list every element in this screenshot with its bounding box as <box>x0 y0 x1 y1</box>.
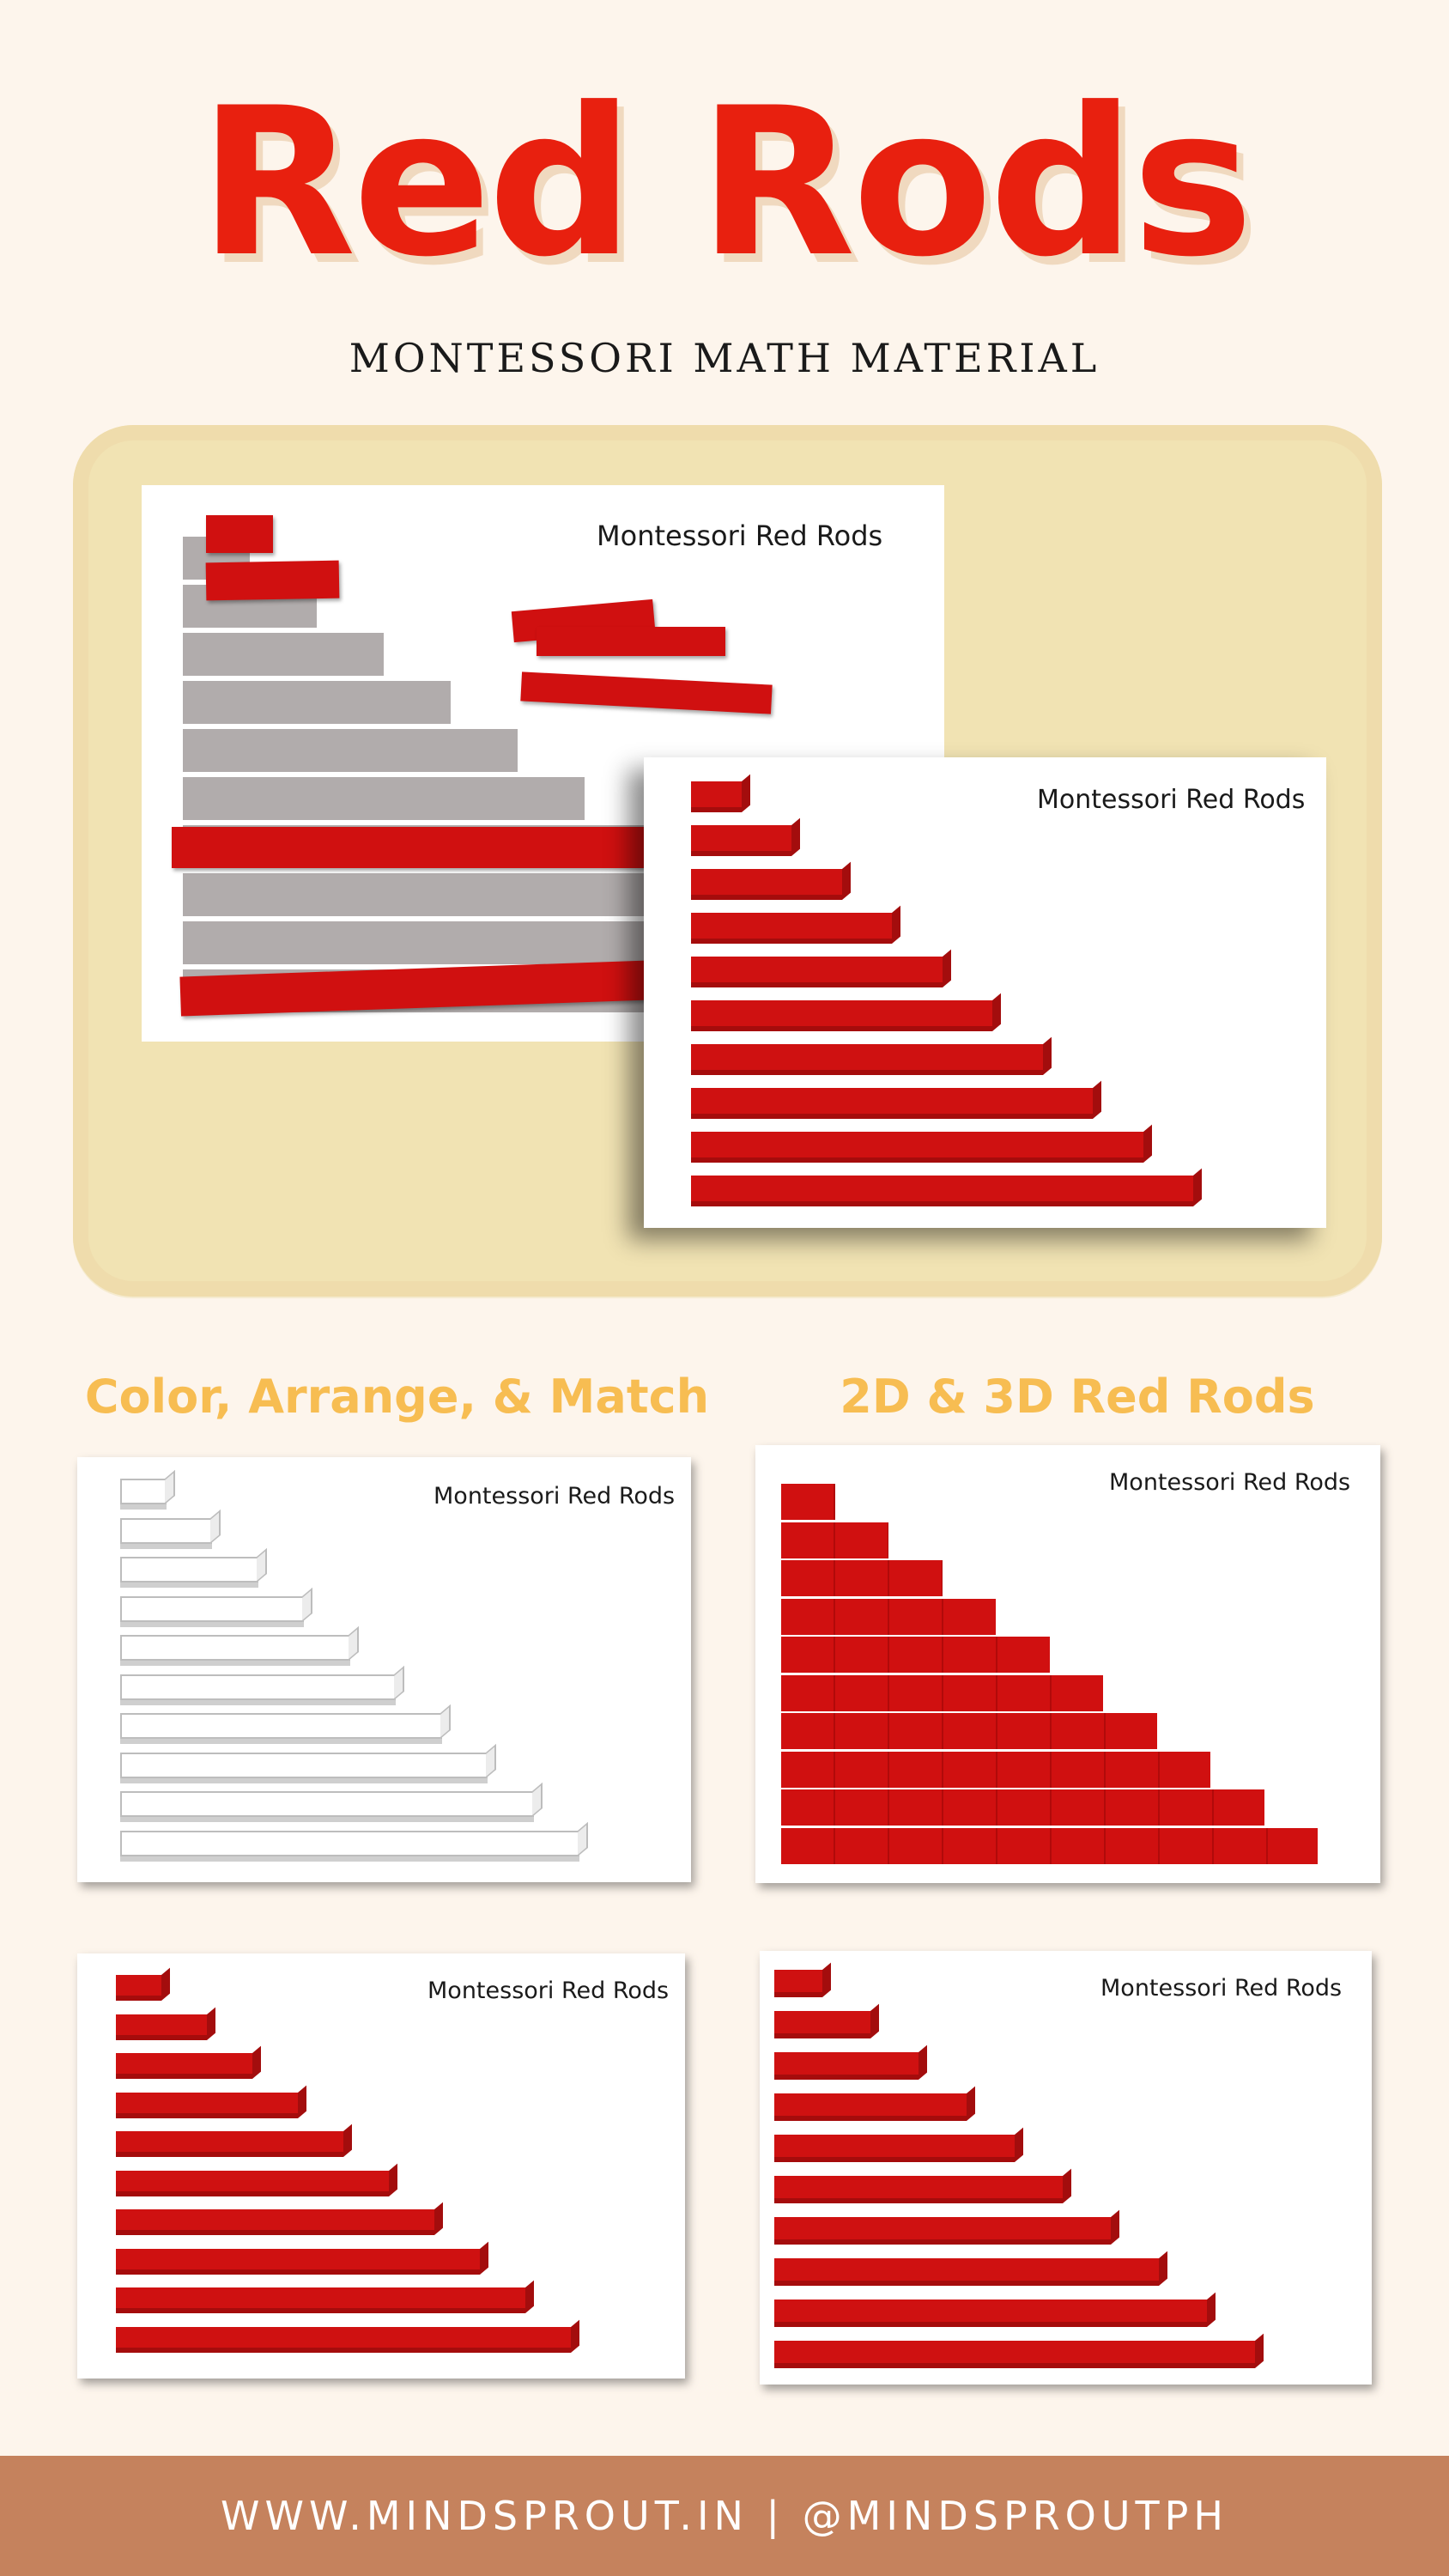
rod-7 <box>116 2209 434 2235</box>
rod-1 <box>781 1484 835 1520</box>
rod-3 <box>120 1557 258 1583</box>
rod-7 <box>120 1713 442 1739</box>
footer-links[interactable]: WWW.MINDSPROUT.IN | @MINDSPROUTPH <box>221 2493 1228 2539</box>
rod-7 <box>691 1044 1043 1075</box>
rod-2 <box>691 825 791 856</box>
flat-rods-card: Montessori Red Rods <box>755 1445 1380 1883</box>
rod-2 <box>120 1517 212 1544</box>
gray-rod-3 <box>183 633 384 676</box>
rod-9 <box>120 1791 534 1817</box>
rod-3 <box>691 869 842 900</box>
page-title: Red Rods <box>198 64 1254 302</box>
rod-2 <box>781 1522 888 1558</box>
rod-4 <box>781 1598 996 1635</box>
rod-2 <box>774 2011 870 2038</box>
rod-4 <box>120 1595 304 1622</box>
rod-10 <box>774 2341 1255 2368</box>
section-heading-2d-3d: 2D & 3D Red Rods <box>840 1370 1315 1424</box>
rod-1 <box>120 1479 167 1504</box>
card-label: Montessori Red Rods <box>1037 785 1306 815</box>
red-rods-3d-card-hero: Montessori Red Rods <box>644 757 1326 1228</box>
rod-3 <box>774 2052 919 2080</box>
outline-rods-card: Montessori Red Rods <box>77 1457 691 1882</box>
loose-red-rod <box>520 671 773 714</box>
rod-9 <box>116 2287 525 2313</box>
red-rods-3d-card-b: Montessori Red Rods <box>760 1951 1372 2385</box>
gray-rod-4 <box>183 681 451 724</box>
rod-8 <box>774 2258 1159 2286</box>
rod-5 <box>691 957 943 987</box>
rod-5 <box>116 2131 343 2157</box>
card-label: Montessori Red Rods <box>1109 1469 1351 1496</box>
rod-8 <box>120 1752 488 1778</box>
rod-8 <box>116 2248 480 2275</box>
rod-6 <box>691 1000 992 1031</box>
rod-1 <box>774 1970 822 1997</box>
rod-6 <box>781 1674 1103 1711</box>
loose-red-rod <box>206 515 273 553</box>
gray-rod-6 <box>183 777 585 820</box>
rod-1 <box>116 1975 161 2001</box>
rod-3 <box>781 1560 943 1596</box>
red-rods-3d-card-a: Montessori Red Rods <box>77 1953 685 2379</box>
card-label: Montessori Red Rods <box>1100 1975 1343 2002</box>
rod-9 <box>781 1789 1264 1826</box>
card-label: Montessori Red Rods <box>427 1978 670 2004</box>
rod-6 <box>116 2170 389 2196</box>
rod-9 <box>691 1132 1143 1163</box>
rod-8 <box>691 1088 1093 1119</box>
rod-8 <box>781 1751 1210 1788</box>
footer-bar: WWW.MINDSPROUT.IN | @MINDSPROUTPH <box>0 2456 1449 2576</box>
rod-6 <box>774 2176 1063 2203</box>
gray-rod-8 <box>183 873 718 916</box>
rod-5 <box>781 1637 1050 1673</box>
rod-4 <box>774 2093 967 2121</box>
rod-3 <box>116 2053 252 2079</box>
rod-10 <box>120 1830 579 1856</box>
page-subtitle: MONTESSORI MATH MATERIAL <box>349 335 1100 381</box>
rod-5 <box>120 1635 350 1661</box>
rod-10 <box>781 1827 1318 1864</box>
rod-1 <box>691 781 742 812</box>
rod-4 <box>691 913 892 944</box>
rod-10 <box>691 1176 1193 1206</box>
rod-7 <box>781 1713 1157 1749</box>
rod-4 <box>116 2092 298 2118</box>
card-label: Montessori Red Rods <box>597 519 883 552</box>
loose-red-rod <box>205 560 340 601</box>
rod-6 <box>120 1674 396 1700</box>
rod-10 <box>116 2326 571 2353</box>
gray-rod-5 <box>183 729 518 772</box>
loose-red-rod <box>537 627 725 656</box>
rod-5 <box>774 2135 1015 2162</box>
rod-9 <box>774 2300 1207 2327</box>
rod-7 <box>774 2217 1111 2245</box>
section-heading-color-arrange: Color, Arrange, & Match <box>84 1370 710 1424</box>
rod-2 <box>116 2014 207 2040</box>
card-label: Montessori Red Rods <box>433 1483 676 1510</box>
